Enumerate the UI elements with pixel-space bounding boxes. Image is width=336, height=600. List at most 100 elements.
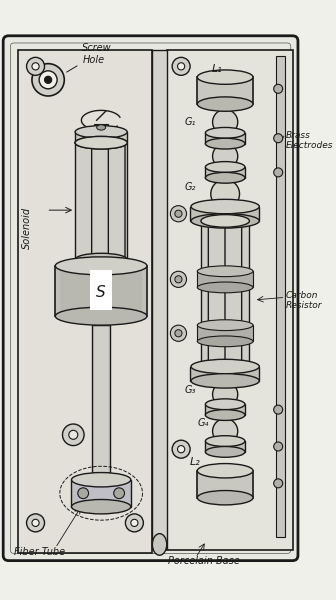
- Bar: [197, 77, 253, 104]
- Ellipse shape: [191, 199, 259, 214]
- Ellipse shape: [197, 266, 253, 277]
- Bar: [199, 80, 251, 101]
- Bar: [94, 327, 108, 473]
- Circle shape: [274, 479, 283, 488]
- Circle shape: [274, 405, 283, 414]
- Ellipse shape: [75, 136, 127, 149]
- Bar: [277, 56, 285, 537]
- Bar: [75, 143, 127, 260]
- Ellipse shape: [191, 214, 259, 228]
- Circle shape: [170, 206, 186, 222]
- Circle shape: [170, 325, 186, 341]
- Text: L₁: L₁: [212, 64, 222, 74]
- Bar: [205, 404, 245, 415]
- Bar: [90, 271, 112, 310]
- Bar: [55, 266, 147, 316]
- Bar: [17, 50, 152, 553]
- Circle shape: [32, 64, 64, 96]
- Bar: [190, 206, 259, 221]
- Text: S: S: [96, 286, 106, 301]
- Circle shape: [78, 488, 89, 499]
- Circle shape: [32, 519, 39, 526]
- Circle shape: [170, 271, 186, 287]
- Bar: [92, 325, 110, 473]
- Text: Carbon
Resistor: Carbon Resistor: [285, 291, 322, 310]
- Ellipse shape: [191, 374, 259, 388]
- Ellipse shape: [75, 253, 127, 266]
- Ellipse shape: [205, 410, 245, 421]
- Bar: [197, 271, 253, 287]
- Circle shape: [172, 58, 190, 76]
- Bar: [60, 269, 142, 313]
- Text: Brass
Electrodes: Brass Electrodes: [285, 131, 333, 151]
- Bar: [72, 480, 131, 507]
- Circle shape: [274, 85, 283, 93]
- Ellipse shape: [191, 359, 259, 374]
- Bar: [197, 325, 253, 341]
- Circle shape: [27, 58, 45, 76]
- Ellipse shape: [205, 127, 245, 138]
- Ellipse shape: [72, 473, 131, 487]
- Text: Fiber Tube: Fiber Tube: [14, 547, 65, 557]
- Circle shape: [45, 76, 52, 83]
- Ellipse shape: [197, 336, 253, 347]
- Text: B: B: [278, 526, 285, 536]
- Ellipse shape: [205, 446, 245, 457]
- Circle shape: [213, 382, 238, 407]
- Circle shape: [62, 424, 84, 446]
- Text: Porcelain Base: Porcelain Base: [168, 556, 240, 566]
- Circle shape: [175, 210, 182, 217]
- Circle shape: [175, 329, 182, 337]
- Ellipse shape: [152, 533, 167, 555]
- Circle shape: [32, 63, 39, 70]
- Text: G₃: G₃: [185, 385, 196, 395]
- Bar: [167, 50, 293, 550]
- Bar: [205, 441, 245, 452]
- Circle shape: [175, 276, 182, 283]
- Ellipse shape: [55, 257, 147, 275]
- Ellipse shape: [72, 500, 131, 514]
- Circle shape: [177, 63, 185, 70]
- Circle shape: [172, 440, 190, 458]
- Ellipse shape: [197, 282, 253, 293]
- Bar: [75, 132, 127, 143]
- Ellipse shape: [197, 491, 253, 505]
- Bar: [199, 473, 251, 495]
- Circle shape: [114, 488, 125, 499]
- Ellipse shape: [205, 161, 245, 172]
- Ellipse shape: [205, 172, 245, 183]
- Ellipse shape: [75, 136, 127, 149]
- Text: Screw
Hole: Screw Hole: [67, 43, 112, 72]
- Ellipse shape: [205, 399, 245, 410]
- Circle shape: [274, 442, 283, 451]
- Ellipse shape: [197, 70, 253, 85]
- Circle shape: [39, 71, 57, 89]
- Bar: [190, 367, 259, 381]
- FancyBboxPatch shape: [3, 36, 298, 560]
- Bar: [205, 167, 245, 178]
- Text: L₂: L₂: [190, 457, 201, 467]
- Bar: [201, 221, 249, 367]
- Ellipse shape: [197, 97, 253, 111]
- Circle shape: [177, 446, 185, 453]
- Circle shape: [213, 419, 238, 444]
- Circle shape: [211, 179, 240, 208]
- Circle shape: [131, 519, 138, 526]
- Circle shape: [69, 430, 78, 439]
- Ellipse shape: [197, 464, 253, 478]
- Circle shape: [213, 109, 238, 134]
- Text: G₄: G₄: [197, 418, 209, 428]
- Circle shape: [274, 168, 283, 177]
- Circle shape: [274, 134, 283, 143]
- Circle shape: [125, 514, 143, 532]
- Bar: [73, 482, 129, 504]
- Ellipse shape: [201, 360, 249, 373]
- Ellipse shape: [97, 125, 106, 130]
- Ellipse shape: [55, 307, 147, 325]
- Ellipse shape: [205, 436, 245, 446]
- Bar: [205, 133, 245, 143]
- Ellipse shape: [75, 125, 127, 138]
- Text: Solenoid: Solenoid: [22, 207, 32, 249]
- Ellipse shape: [201, 215, 249, 227]
- Bar: [197, 471, 253, 498]
